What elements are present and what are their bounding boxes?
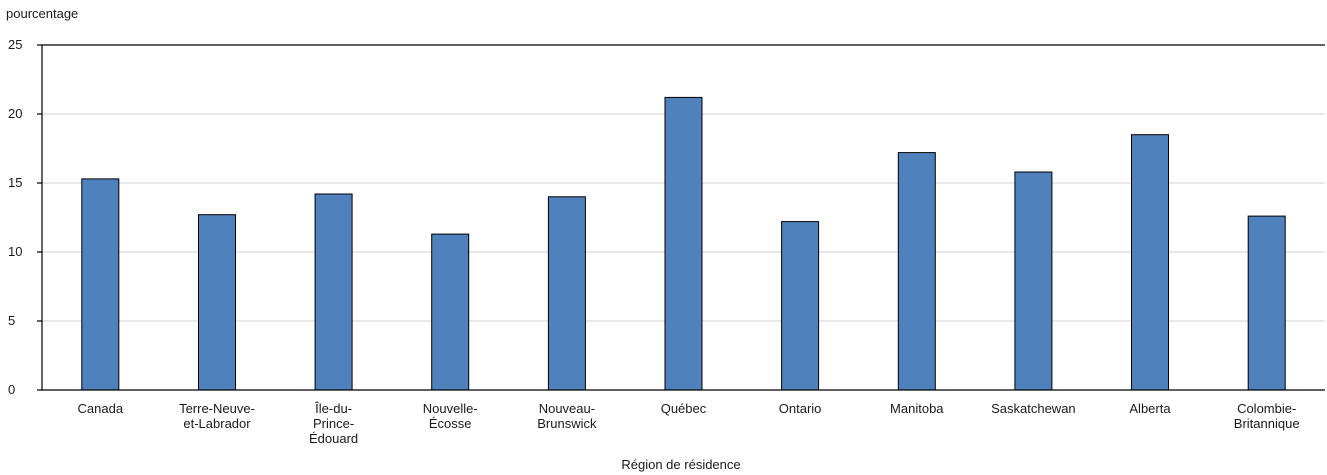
x-category-label: Saskatchewan (991, 401, 1076, 416)
bar (81, 178, 120, 391)
x-category-label: Nouvelle-Écosse (423, 401, 478, 431)
y-tick-label: 20 (8, 106, 22, 121)
bar (1014, 171, 1053, 391)
bar (314, 193, 353, 391)
y-axis-title: pourcentage (6, 6, 78, 21)
y-tick-label: 25 (8, 37, 22, 52)
y-tick-label: 10 (8, 244, 22, 259)
y-tick-labels: 0 5 10 15 20 25 (8, 37, 22, 397)
x-category-label: Ontario (779, 401, 822, 416)
bar (897, 152, 936, 391)
x-category-label: Canada (78, 401, 124, 416)
x-category-label: Colombie-Britannique (1234, 401, 1300, 431)
x-category-label: Manitoba (890, 401, 944, 416)
x-category-label: Île-du-Prince-Édouard (309, 401, 358, 446)
x-category-label: Alberta (1129, 401, 1171, 416)
y-tick-label: 5 (8, 313, 15, 328)
bar (1131, 134, 1169, 391)
bar (781, 221, 820, 391)
y-tick-label: 0 (8, 382, 15, 397)
bars (81, 96, 1286, 391)
bar (431, 233, 470, 391)
y-tick-label: 15 (8, 175, 22, 190)
x-category-label: Québec (661, 401, 707, 416)
bar (547, 196, 586, 391)
axes (37, 44, 1325, 391)
x-axis-title: Région de résidence (621, 457, 740, 472)
x-category-label: Nouveau-Brunswick (537, 401, 597, 431)
x-category-label: Terre-Neuve-et-Labrador (179, 401, 255, 431)
bar (1247, 215, 1286, 391)
bar (198, 214, 236, 391)
x-category-labels: Canada Terre-Neuve-et-Labrador Île-du-Prin… (78, 401, 1300, 446)
bar (664, 96, 703, 391)
